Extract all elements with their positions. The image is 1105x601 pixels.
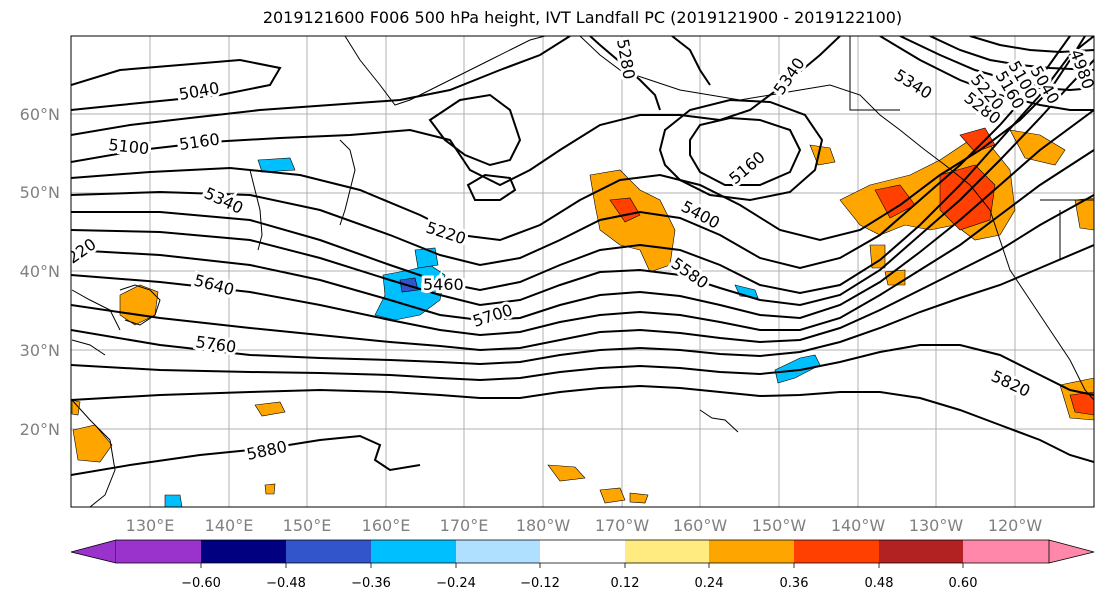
colorbar-tick: −0.48 xyxy=(266,576,306,591)
lon-label: 120°W xyxy=(988,516,1043,535)
lat-labels: 60°N 50°N 40°N 30°N 20°N xyxy=(20,105,60,439)
colorbar: −0.60 −0.48 −0.36 −0.24 −0.12 0.12 0.24 … xyxy=(70,539,1095,591)
colorbar-tick: 0.12 xyxy=(611,576,640,591)
colorbar-tick: −0.24 xyxy=(436,576,476,591)
colorbar-tick: 0.60 xyxy=(949,576,978,591)
lon-label: 160°W xyxy=(673,516,728,535)
colorbar-swatch xyxy=(709,540,794,563)
map-frame xyxy=(70,35,1095,508)
lon-label: 130°E xyxy=(126,516,175,535)
colorbar-swatch xyxy=(879,540,963,563)
lon-label: 170°E xyxy=(440,516,489,535)
lon-label: 160°E xyxy=(362,516,411,535)
colorbar-tick: 0.24 xyxy=(695,576,724,591)
height-contours xyxy=(71,36,1094,476)
gridlines xyxy=(71,36,1094,507)
colorbar-tick: 0.48 xyxy=(865,576,894,591)
lon-label: 170°W xyxy=(595,516,650,535)
colorbar-swatch xyxy=(794,540,879,563)
colorbar-swatch xyxy=(540,540,625,563)
lat-label: 60°N xyxy=(20,105,60,124)
lat-label: 50°N xyxy=(20,183,60,202)
coastlines xyxy=(71,36,1094,507)
contour-label: 5460 xyxy=(423,275,464,294)
lon-label: 150°W xyxy=(752,516,807,535)
lon-label: 140°E xyxy=(205,516,254,535)
lat-label: 20°N xyxy=(20,420,60,439)
map-title: 2019121600 F006 500 hPa height, IVT Land… xyxy=(262,8,903,27)
colorbar-tick: −0.60 xyxy=(181,576,221,591)
lat-label: 30°N xyxy=(20,341,60,360)
colorbar-swatch xyxy=(625,540,709,563)
lon-label: 180°W xyxy=(516,516,571,535)
lon-label: 150°E xyxy=(283,516,332,535)
colorbar-tick: −0.12 xyxy=(520,576,560,591)
colorbar-swatch xyxy=(456,540,540,563)
colorbar-arrow-left xyxy=(70,539,117,564)
colorbar-tick: −0.36 xyxy=(351,576,391,591)
colorbar-swatch xyxy=(201,540,286,563)
lon-label: 130°W xyxy=(909,516,964,535)
colorbar-tick: 0.36 xyxy=(780,576,809,591)
colorbar-swatch xyxy=(116,540,201,563)
colorbar-swatch xyxy=(963,540,1049,563)
lon-label: 140°W xyxy=(831,516,886,535)
colorbar-arrow-right xyxy=(1048,539,1095,564)
colorbar-swatch xyxy=(371,540,456,563)
lon-labels: 130°E 140°E 150°E 160°E 170°E 180°W 170°… xyxy=(126,516,1043,535)
colorbar-swatch xyxy=(286,540,371,563)
lat-label: 40°N xyxy=(20,262,60,281)
